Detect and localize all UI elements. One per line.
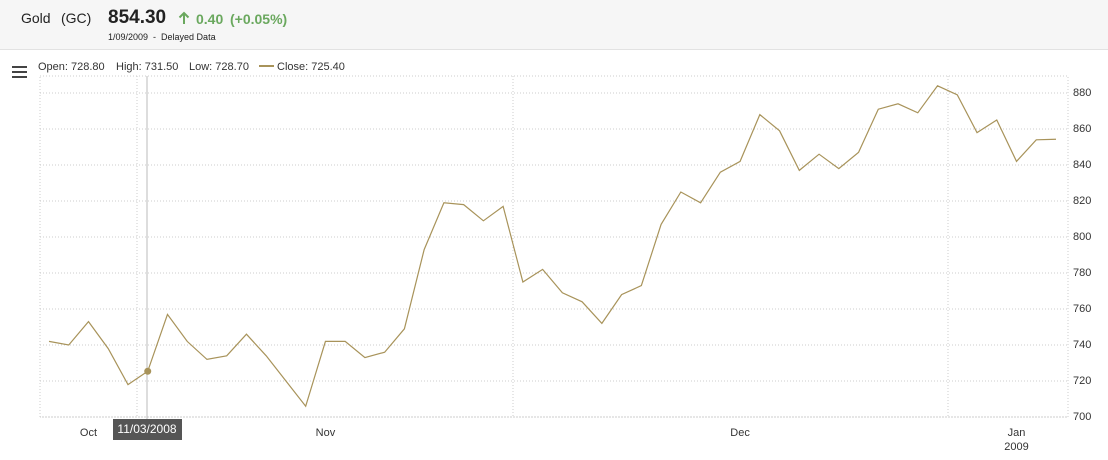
crosshair-label: 11/03/2008 [117,422,176,436]
y-tick-label: 700 [1073,411,1091,423]
y-tick-label: 880 [1073,87,1091,99]
low-readout: Low: 728.70 [189,61,249,73]
x-tick-label: Dec [730,427,750,439]
y-tick-label: 800 [1073,231,1091,243]
crosshair-label-bg [113,419,182,440]
y-tick-label: 860 [1073,123,1091,135]
y-tick-label: 780 [1073,267,1091,279]
x-tick-label: Jan [1008,427,1026,439]
quote-header: Gold (GC) 854.30 0.40 (+0.05%) 1/09/2009… [0,0,1108,50]
up-arrow [178,11,190,24]
y-tick-label: 740 [1073,339,1091,351]
crosshair-dot [144,367,152,375]
change-pct: (+0.05%) [230,11,288,27]
x-tick-label: Oct [80,427,97,439]
y-tick-label: 840 [1073,159,1091,171]
high-readout: High: 731.50 [116,61,178,73]
x-tick-label: Nov [316,427,336,439]
price-line [48,85,1057,408]
y-tick-label: 720 [1073,375,1091,387]
price: 854.30 [108,7,167,28]
date-line: 1/09/2009 - Delayed Data [108,32,216,42]
menu-icon[interactable] [12,66,27,78]
symbol: (GC) [61,10,92,26]
plot-frame [39,75,1069,418]
name: Gold [21,10,51,26]
y-tick-label: 760 [1073,303,1091,315]
change: 0.40 [196,11,224,27]
vertical-grid [136,76,949,417]
y-tick-label: 820 [1073,195,1091,207]
open-readout: Open: 728.80 [38,61,105,73]
close-readout: Close: 725.40 [277,61,345,73]
x-year-label: 2009 [1004,441,1028,453]
